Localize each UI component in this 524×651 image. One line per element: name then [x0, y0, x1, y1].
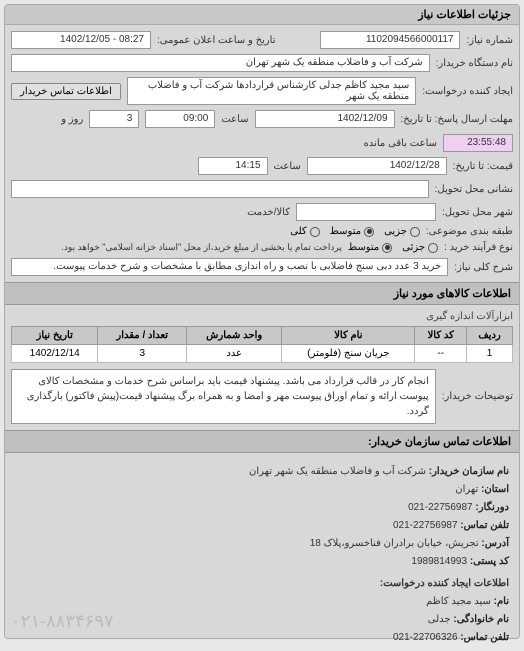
- fax-value: 22756987-021: [408, 502, 473, 513]
- delivery-field: [11, 180, 429, 198]
- org-label: نام سازمان خریدار:: [429, 466, 509, 477]
- col-row: ردیف: [467, 327, 513, 345]
- tel-value: 22756987-021: [393, 520, 458, 531]
- deadline-hour-field: 09:00: [145, 110, 215, 128]
- cell-date: 1402/12/14: [12, 345, 98, 363]
- cell-row: 1: [467, 345, 513, 363]
- deadline-date-field: 1402/12/09: [255, 110, 395, 128]
- goods-sub-label: ابزارآلات اندازه گیری: [11, 311, 513, 322]
- days-label: روز و: [61, 114, 83, 125]
- classify-label: طبقه بندی موضوعی:: [426, 226, 513, 237]
- city-field: [296, 203, 436, 221]
- province-label: استان:: [481, 484, 509, 495]
- creator-field: سید مجید کاظم جدلی کارشناس قراردادها شرک…: [127, 77, 416, 105]
- days-remain-field: 3: [89, 110, 139, 128]
- addr-value: تجریش، خیابان برادران فناخسرو،پلاک 18: [310, 538, 479, 549]
- request-no-field: 1102094566000117: [320, 31, 460, 49]
- process-opt-0[interactable]: جزئی: [402, 242, 438, 253]
- validity-date-field: 1402/12/28: [307, 157, 447, 175]
- classify-opt-0[interactable]: جزیی: [384, 226, 420, 237]
- col-date: تاریخ نیاز: [12, 327, 98, 345]
- public-datetime-label: تاریخ و ساعت اعلان عمومی:: [157, 35, 276, 46]
- need-title-field: خرید 3 عدد دبی سنج فاضلابی با نصب و راه …: [11, 258, 448, 276]
- col-qty: تعداد / مقدار: [98, 327, 187, 345]
- name-value: سید مجید کاظم: [426, 596, 491, 607]
- tel-label: تلفن تماس:: [460, 520, 509, 531]
- buyer-org-label: نام دستگاه خریدار:: [436, 58, 513, 69]
- hour-label-2: ساعت: [274, 161, 301, 172]
- col-name: نام کالا: [282, 327, 415, 345]
- goods-section-header: اطلاعات کالاهای مورد نیاز: [5, 282, 519, 305]
- phone-label: تلفن تماس:: [460, 632, 509, 643]
- process-radio-group: جزئی متوسط: [348, 242, 438, 253]
- buyer-note-field: انجام کار در قالب قرارداد می باشد. پیشنه…: [11, 369, 436, 424]
- family-label: نام خانوادگی:: [453, 614, 509, 625]
- process-label: نوع فرآیند خرید :: [444, 242, 513, 253]
- post-label: کد پستی:: [470, 556, 509, 567]
- col-code: کد کالا: [415, 327, 467, 345]
- buyer-note-label: توضیحات خریدار:: [442, 391, 513, 402]
- contact-block: نام سازمان خریدار: شرکت آب و فاضلاب منطق…: [11, 459, 513, 651]
- time-remain-label: ساعت باقی مانده: [364, 138, 437, 149]
- name-label: نام:: [494, 596, 509, 607]
- validity-hour-field: 14:15: [198, 157, 268, 175]
- contact-buyer-button[interactable]: اطلاعات تماس خریدار: [11, 83, 121, 100]
- creator-label: ایجاد کننده درخواست:: [422, 86, 513, 97]
- need-title-label: شرح کلی نیاز:: [454, 262, 513, 273]
- classify-radio-group: جزیی متوسط کلی: [290, 226, 420, 237]
- post-value: 1989814993: [411, 556, 467, 567]
- cell-code: --: [415, 345, 467, 363]
- province-value: تهران: [455, 484, 478, 495]
- time-remain-field: 23:55:48: [443, 134, 513, 152]
- org-value: شرکت آب و فاضلاب منطقه یک شهر تهران: [249, 466, 426, 477]
- contact-section-header: اطلاعات تماس سازمان خریدار:: [5, 430, 519, 453]
- hour-label-1: ساعت: [221, 114, 248, 125]
- validity-label: قیمت: تا تاریخ:: [453, 161, 513, 172]
- request-no-label: شماره نیاز:: [466, 35, 513, 46]
- fax-label: دورنگار:: [475, 502, 509, 513]
- phone-value: 22706326-021: [393, 632, 458, 643]
- delivery-label: نشانی محل تحویل:: [435, 184, 513, 195]
- classify-opt-1[interactable]: متوسط: [330, 226, 374, 237]
- city-label: شهر محل تحویل:: [442, 207, 513, 218]
- buyer-org-field: شرکت آب و فاضلاب منطقه یک شهر تهران: [11, 54, 430, 72]
- process-opt-1[interactable]: متوسط: [348, 242, 392, 253]
- goods-table: ردیف کد کالا نام کالا واحد شمارش تعداد /…: [11, 326, 513, 363]
- classify-opt-2[interactable]: کلی: [290, 226, 319, 237]
- deadline-label: مهلت ارسال پاسخ: تا تاریخ:: [401, 114, 513, 125]
- cell-name: جریان سنج (فلومتر): [282, 345, 415, 363]
- process-note: پرداخت تمام یا بخشی از مبلغ خرید،از محل …: [61, 242, 341, 253]
- public-datetime-field: 08:27 - 1402/12/05: [11, 31, 151, 49]
- col-unit: واحد شمارش: [187, 327, 282, 345]
- cell-qty: 3: [98, 345, 187, 363]
- panel-title: جزئیات اطلاعات نیاز: [5, 5, 519, 25]
- table-row[interactable]: 1 -- جریان سنج (فلومتر) عدد 3 1402/12/14: [12, 345, 513, 363]
- goods-label: کالا/خدمت: [247, 207, 290, 218]
- addr-label: آدرس:: [481, 538, 509, 549]
- creator-subheader: اطلاعات ایجاد کننده درخواست:: [15, 575, 509, 593]
- cell-unit: عدد: [187, 345, 282, 363]
- family-value: جدلی: [428, 614, 451, 625]
